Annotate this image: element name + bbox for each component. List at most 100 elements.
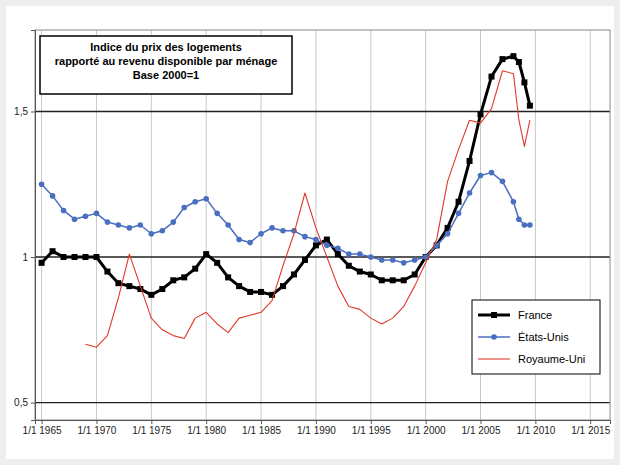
tick-label: 1/1 2015	[571, 425, 610, 436]
marker	[116, 222, 122, 228]
marker	[357, 251, 363, 257]
marker	[50, 248, 56, 254]
axis-line	[31, 31, 36, 421]
axis-line	[36, 421, 611, 425]
marker	[170, 219, 176, 225]
tick-mark	[151, 420, 152, 424]
marker	[170, 277, 176, 283]
tick-mark	[31, 403, 35, 404]
background	[6, 6, 614, 459]
marker	[478, 173, 484, 179]
marker	[104, 269, 110, 275]
marker	[379, 257, 385, 263]
marker	[522, 222, 528, 228]
marker	[181, 205, 187, 211]
chart: 1/1 19651/1 19701/1 19751/1 19801/1 1985…	[0, 0, 620, 465]
marker	[93, 254, 99, 260]
title: Indice du prix des logementsrapporté au …	[55, 41, 278, 67]
marker	[50, 193, 56, 199]
legend-label: États-Unis	[518, 331, 569, 343]
grid-line-x	[370, 30, 371, 420]
x-axis: 1/1 19651/1 19701/1 19751/1 19801/1 1985…	[23, 420, 611, 436]
legend-marker	[491, 334, 497, 340]
tick: 1/1 2015	[571, 420, 610, 436]
tick-mark	[42, 420, 43, 424]
tick-label: 1,5	[14, 106, 28, 117]
title-box: Indice du prix des logementsrapporté au …	[40, 36, 292, 94]
marker	[390, 277, 396, 283]
marker	[357, 269, 363, 275]
plot-frame	[35, 30, 610, 420]
tick: 0,5	[14, 397, 35, 408]
marker	[324, 237, 330, 243]
tick-label: 1/1 1985	[242, 425, 281, 436]
tick-label: 1/1 1995	[352, 425, 391, 436]
title-frame	[40, 36, 292, 94]
legend: FranceÉtats-UnisRoyaume-Uni	[472, 300, 600, 374]
marker	[324, 243, 330, 249]
marker	[368, 254, 374, 260]
marker	[527, 222, 533, 228]
tick-label: 1/1 2010	[516, 425, 555, 436]
marker	[467, 190, 473, 196]
tick-label: 0,5	[14, 397, 28, 408]
marker	[82, 254, 88, 260]
marker	[192, 199, 198, 205]
marker	[192, 266, 198, 272]
marker	[159, 228, 165, 234]
marker	[236, 283, 242, 289]
tick-mark	[371, 420, 372, 424]
tick-label: 1/1 1990	[297, 425, 336, 436]
legend-frame	[472, 300, 600, 374]
tick-mark	[31, 111, 35, 112]
marker	[149, 231, 155, 237]
marker	[127, 225, 133, 231]
tick-mark	[31, 257, 35, 258]
marker	[499, 56, 505, 62]
marker	[346, 251, 352, 257]
legend-label: France	[518, 309, 552, 321]
tick: 1/1 1995	[352, 420, 391, 436]
marker	[280, 228, 286, 234]
tick: 1,5	[14, 106, 35, 117]
marker	[247, 240, 253, 246]
marker	[39, 181, 45, 187]
marker	[500, 179, 506, 185]
tick-label: 1/1 1975	[132, 425, 171, 436]
marker	[516, 59, 522, 65]
marker	[225, 222, 231, 228]
series-line	[42, 173, 530, 263]
marker	[467, 158, 473, 164]
tick-label: 1/1 1965	[23, 425, 62, 436]
grid-line-y	[35, 256, 610, 257]
tick: 1/1 1975	[132, 420, 171, 436]
marker	[159, 286, 165, 292]
marker	[61, 254, 67, 260]
marker	[401, 260, 407, 266]
marker	[511, 199, 517, 205]
marker	[456, 199, 462, 205]
tick: 1/1 2000	[407, 420, 446, 436]
marker	[126, 283, 132, 289]
tick-mark	[535, 420, 536, 424]
marker	[521, 79, 527, 85]
marker	[456, 211, 462, 217]
marker	[203, 196, 209, 202]
tick-mark	[96, 420, 97, 424]
marker	[379, 277, 385, 283]
marker	[510, 53, 516, 59]
marker	[247, 289, 253, 295]
marker	[527, 103, 533, 109]
grid-line-y	[35, 111, 610, 112]
marker	[258, 289, 264, 295]
tick: 1/1 1970	[77, 420, 116, 436]
plot-area	[39, 53, 533, 347]
marker	[138, 222, 144, 228]
marker	[478, 111, 484, 117]
marker	[445, 231, 451, 237]
marker	[258, 231, 264, 237]
y-axis: 0,511,5	[14, 31, 35, 421]
marker	[94, 211, 100, 217]
tick-mark	[206, 420, 207, 424]
grid-line-x	[425, 30, 426, 420]
